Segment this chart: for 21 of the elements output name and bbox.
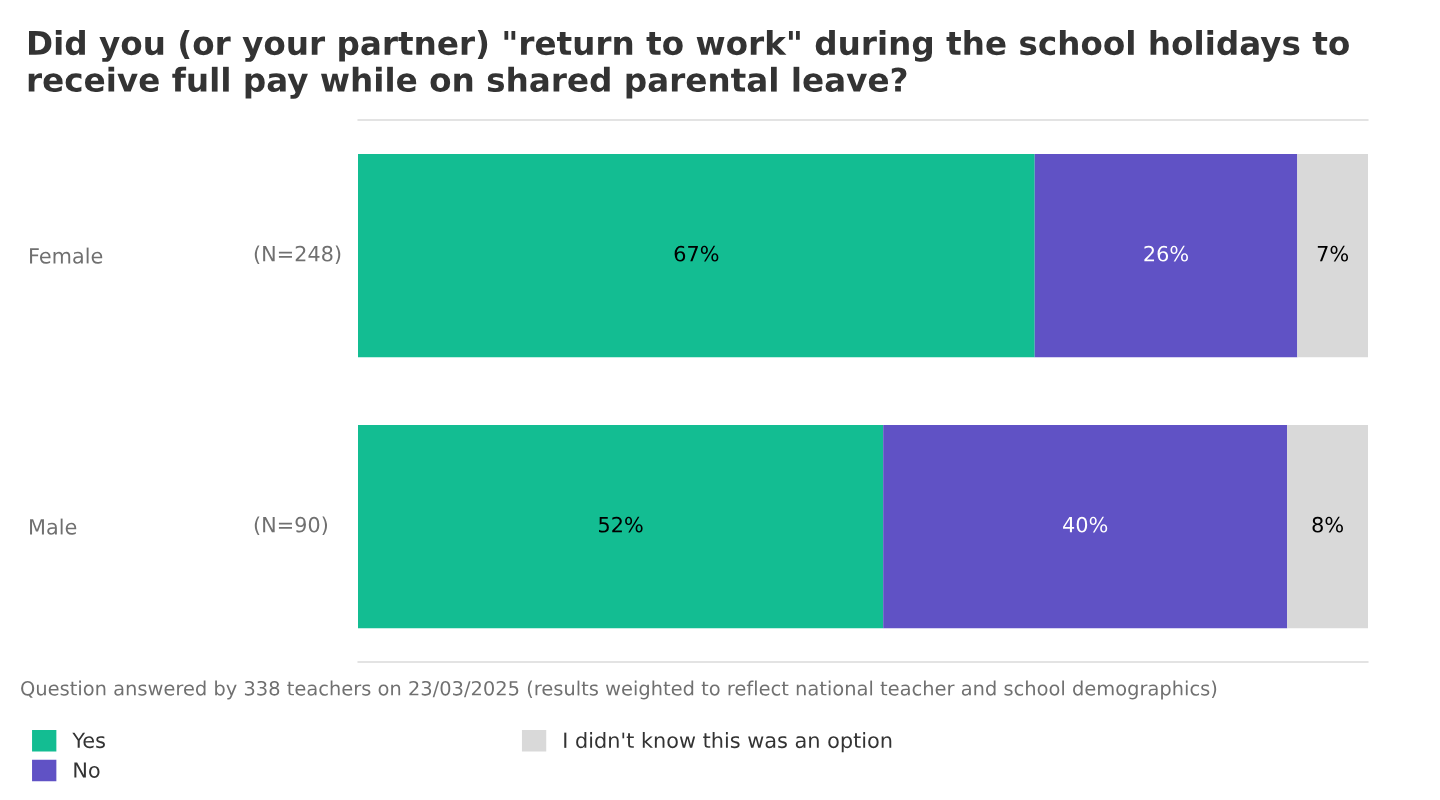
legend-label: No bbox=[74, 762, 100, 778]
bar bbox=[883, 424, 1288, 629]
data-label: 8% bbox=[1312, 516, 1343, 533]
y-tick-label: Male bbox=[30, 518, 77, 535]
bar bbox=[1034, 153, 1298, 358]
data-label: 26% bbox=[1144, 245, 1188, 262]
chart-title: Did you (or your partner) "return to work" during the school holidays to receive full pay while on shared parental leave? bbox=[28, 30, 1349, 99]
text: Question answered by 338 teachers on 23/03/2025 (results weighted to reflect national teacher and school demographics) bbox=[21, 680, 1217, 700]
text: (N=248) bbox=[254, 245, 341, 264]
bar bbox=[1287, 424, 1368, 629]
text: (N=90) bbox=[254, 516, 328, 535]
y-tick-label: Female bbox=[30, 247, 103, 264]
data-label: 52% bbox=[599, 516, 643, 533]
data-label: 67% bbox=[674, 245, 719, 262]
data-label: 7% bbox=[1317, 245, 1349, 262]
bar bbox=[1297, 153, 1368, 358]
bar bbox=[358, 424, 884, 629]
legend-label: I didn't know this was an option bbox=[564, 732, 892, 753]
data-label: 40% bbox=[1063, 516, 1108, 533]
bar bbox=[358, 153, 1035, 358]
legend-label: Yes bbox=[72, 732, 105, 749]
